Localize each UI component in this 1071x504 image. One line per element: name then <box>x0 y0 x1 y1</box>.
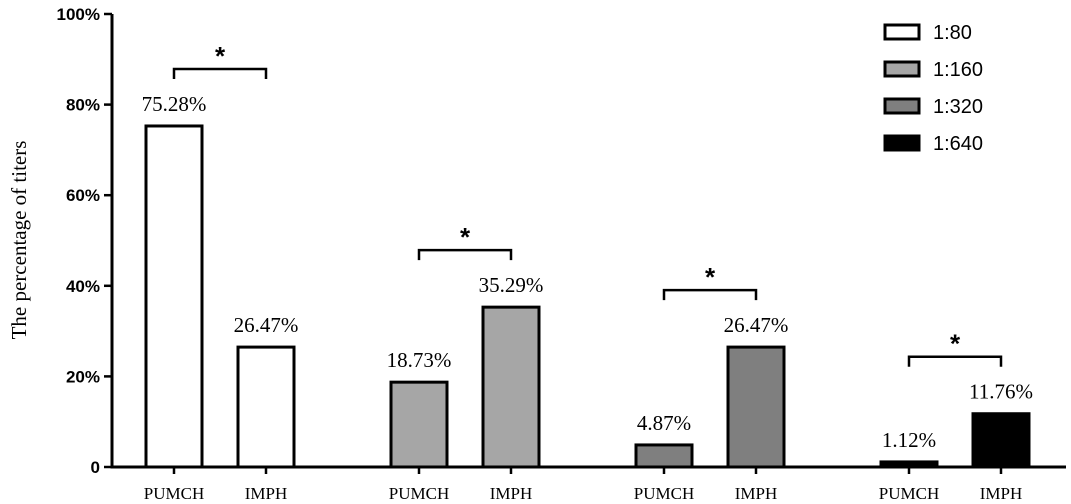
significance-bracket <box>172 67 268 79</box>
data-label: 18.73% <box>387 348 452 372</box>
data-label: 26.47% <box>724 313 789 337</box>
x-tick-label: IMPH <box>245 484 288 503</box>
bar <box>634 443 694 469</box>
significance-marker: * <box>460 222 471 252</box>
significance-marker: * <box>705 262 716 292</box>
y-tick-label: 100% <box>57 5 100 24</box>
y-tick-label: 0 <box>91 458 100 477</box>
legend-label: 1:160 <box>933 59 983 81</box>
bar <box>144 124 204 469</box>
bar <box>879 460 939 469</box>
y-tick-label: 60% <box>66 186 100 205</box>
x-tick-label: IMPH <box>490 484 533 503</box>
significance-bracket <box>907 355 1003 367</box>
y-tick-label: 80% <box>66 96 100 115</box>
data-label: 4.87% <box>637 411 691 435</box>
significance-marker: * <box>215 41 226 71</box>
bar <box>971 412 1031 469</box>
legend-label: 1:640 <box>933 133 983 155</box>
legend-swatch <box>883 97 921 115</box>
legend-label: 1:80 <box>933 22 972 44</box>
significance-marker: * <box>950 329 961 359</box>
bar <box>726 345 786 469</box>
data-label: 26.47% <box>234 313 299 337</box>
data-label: 35.29% <box>479 273 544 297</box>
x-tick-label: PUMCH <box>634 484 694 503</box>
x-tick-label: PUMCH <box>389 484 449 503</box>
bar <box>481 305 541 469</box>
x-tick-label: IMPH <box>735 484 778 503</box>
bar <box>389 380 449 469</box>
legend-swatch <box>883 134 921 152</box>
y-tick-label: 40% <box>66 277 100 296</box>
bar <box>236 345 296 469</box>
significance-bracket <box>417 248 513 261</box>
y-tick-label: 20% <box>66 367 100 386</box>
x-tick-label: IMPH <box>980 484 1023 503</box>
legend-swatch <box>883 60 921 78</box>
legend-label: 1:320 <box>933 96 983 118</box>
x-tick-label: PUMCH <box>144 484 204 503</box>
data-label: 75.28% <box>142 92 207 116</box>
significance-bracket <box>662 288 758 301</box>
x-tick-label: PUMCH <box>879 484 939 503</box>
legend-swatch <box>883 23 921 41</box>
y-axis-label: The percentage of titers <box>7 141 31 340</box>
data-label: 11.76% <box>969 380 1033 404</box>
data-label: 1.12% <box>882 428 936 452</box>
